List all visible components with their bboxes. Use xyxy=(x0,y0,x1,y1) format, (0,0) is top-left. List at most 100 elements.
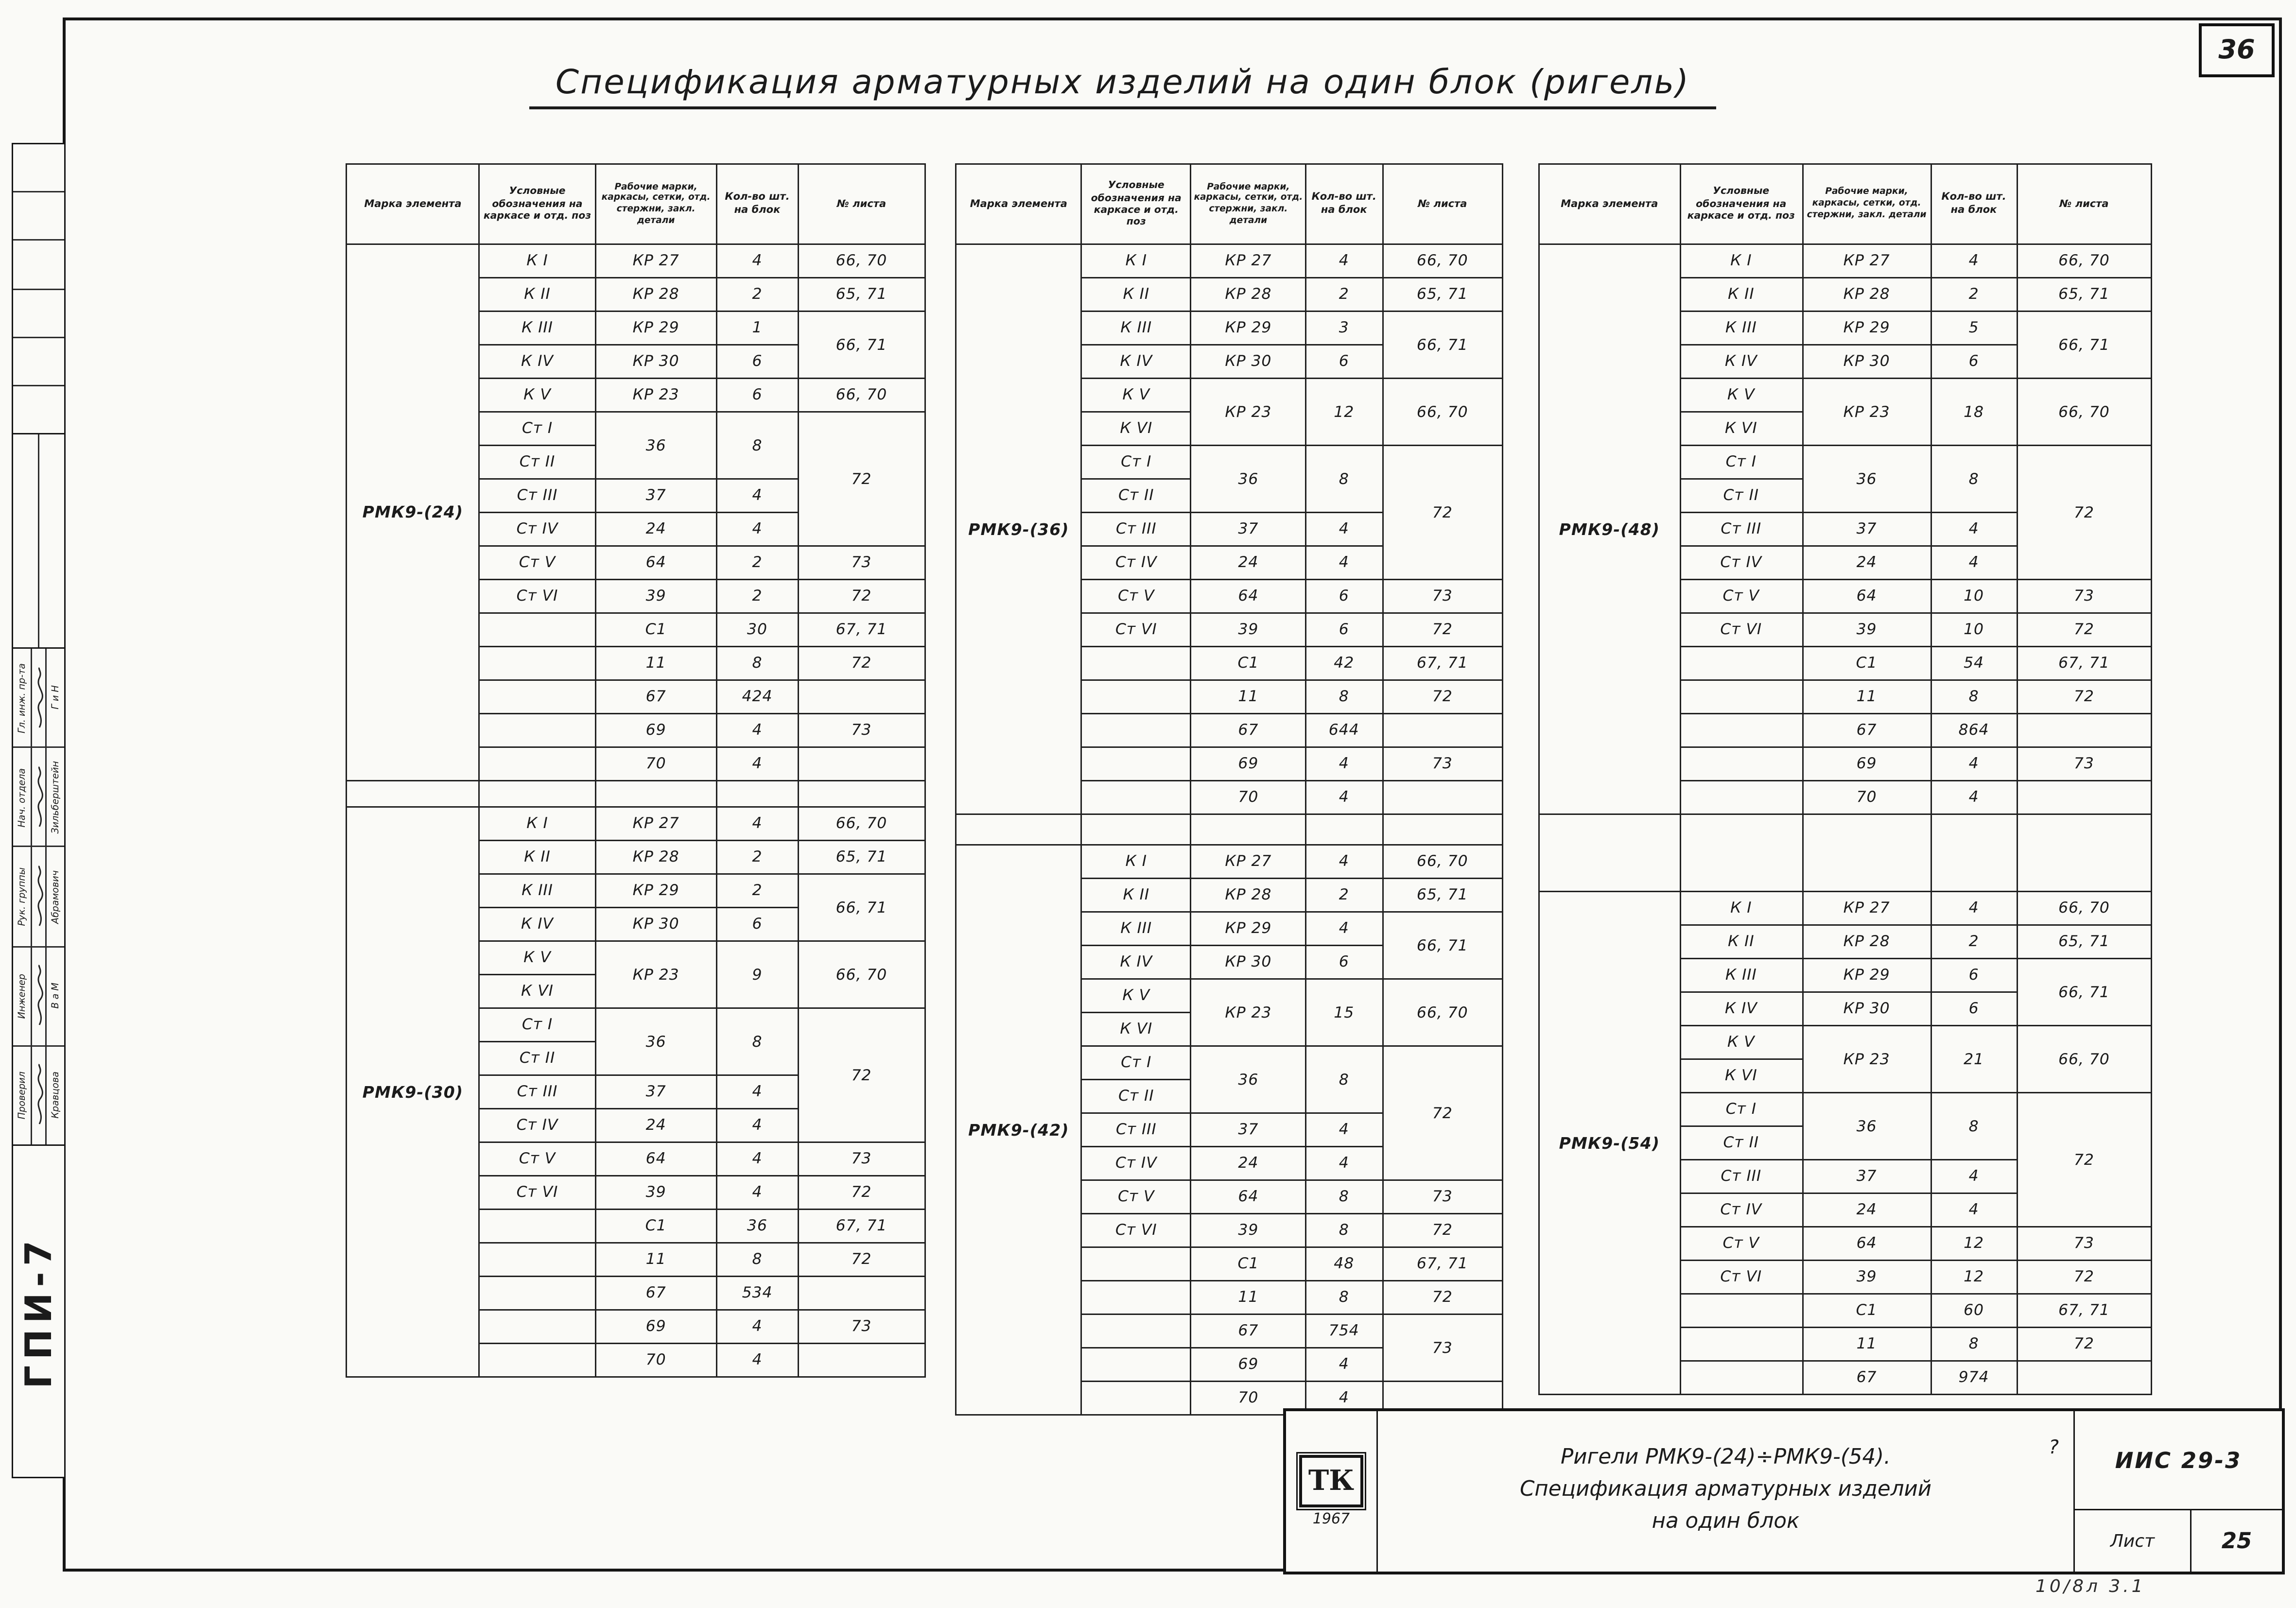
spec-cell xyxy=(1381,713,1503,748)
spec-cell: 36 xyxy=(594,411,718,480)
spec-cell: 66, 70 xyxy=(2016,243,2153,278)
stamp-grid-top xyxy=(13,144,64,434)
column-header: Рабочие марки, каркасы, сетки, отд. стер… xyxy=(1801,163,1932,245)
spec-cell: С1 xyxy=(1190,646,1306,681)
spec-cell xyxy=(1080,1280,1192,1315)
spec-cell: 4 xyxy=(1305,746,1383,781)
spec-cell: 11 xyxy=(1190,1280,1306,1315)
spec-cell: 4 xyxy=(716,243,799,278)
spec-cell: 48 xyxy=(1305,1246,1383,1281)
spec-cell: К I xyxy=(1679,891,1803,926)
element-mark-cell: РМК9-(54) xyxy=(1538,891,1681,1395)
spec-cell: 66, 70 xyxy=(797,806,926,841)
spec-cell: Ст IV xyxy=(1080,545,1192,580)
spec-cell: 66, 70 xyxy=(1381,844,1503,879)
spec-cell: К III xyxy=(1679,311,1803,346)
signature-cell xyxy=(32,649,45,748)
spec-cell: 8 xyxy=(1930,1092,2018,1160)
page-title-text: Спецификация арматурных изделий на один … xyxy=(529,64,1717,109)
spec-cell: Ст V xyxy=(1679,1226,1803,1261)
spec-cell: Ст IV xyxy=(1679,1193,1803,1228)
spec-cell: 4 xyxy=(716,1343,799,1378)
spec-cell xyxy=(478,713,596,748)
spec-cell: К V xyxy=(1080,978,1192,1013)
spec-cell: 64 xyxy=(594,545,718,580)
spec-cell: КР 27 xyxy=(594,806,718,841)
spec-cell: КР 30 xyxy=(1190,945,1306,980)
spec-cell: Ст IV xyxy=(1679,545,1803,580)
doc-number-cell: ИИС 29-3 Лист 25 xyxy=(2073,1411,2282,1572)
spec-cell: КР 28 xyxy=(594,277,718,312)
title-block: ТК 1967 Ригели РМК9-(24)÷РМК9-(54). Спец… xyxy=(1283,1408,2285,1574)
spec-cell: 6 xyxy=(1305,945,1383,980)
spec-cell: 66, 70 xyxy=(1381,243,1503,278)
column-header: Рабочие марки, каркасы, сетки, отд. стер… xyxy=(594,163,718,245)
stamp-grid-row xyxy=(13,338,64,386)
spacer-cell xyxy=(1190,813,1306,846)
role-cell: Гл. инж. пр-та xyxy=(13,649,31,748)
spec-cell: 65, 71 xyxy=(2016,277,2153,312)
spec-cell: 8 xyxy=(716,1007,799,1076)
spec-cell: 24 xyxy=(594,1108,718,1143)
spec-cell: 8 xyxy=(716,411,799,480)
spec-cell: К II xyxy=(1080,277,1192,312)
spec-cell: К IV xyxy=(478,907,596,942)
signature-block: Гл. инж. пр-та Нач. отдела Рук. группы И… xyxy=(13,649,64,1146)
spec-cell: 37 xyxy=(1190,512,1306,547)
spec-cell: 73 xyxy=(797,713,926,748)
spec-cell: 6 xyxy=(1305,344,1383,379)
signatures-column xyxy=(32,649,47,1144)
spacer-cell xyxy=(716,780,799,808)
spec-cell xyxy=(1679,679,1803,714)
doc-number: ИИС 29-3 xyxy=(2115,1447,2242,1473)
column-header: Кол-во шт. на блок xyxy=(1305,163,1383,245)
spec-cell: 73 xyxy=(2016,746,2153,781)
spec-cell: Ст I xyxy=(1080,445,1192,480)
spec-cell: 66, 70 xyxy=(1381,978,1503,1047)
spec-cell: 72 xyxy=(797,646,926,681)
spec-cell: 2 xyxy=(716,545,799,580)
spec-cell: 11 xyxy=(1190,679,1306,714)
spec-cell: 3 xyxy=(1305,311,1383,346)
spec-cell: К V xyxy=(1679,1025,1803,1060)
spec-cell xyxy=(1080,780,1192,815)
spec-cell: КР 29 xyxy=(1190,311,1306,346)
drawing-title-line-2: Спецификация арматурных изделий xyxy=(1519,1478,1932,1502)
spec-cell: 67, 71 xyxy=(2016,646,2153,681)
spec-cell: К III xyxy=(478,873,596,908)
spec-cell: 70 xyxy=(1801,780,1932,815)
spec-cell xyxy=(1080,713,1192,748)
signature-mark xyxy=(36,965,43,1026)
spec-cell: 8 xyxy=(1930,445,2018,513)
spec-cell: КР 23 xyxy=(594,940,718,1009)
spec-cell: 4 xyxy=(1930,243,2018,278)
spec-cell: 974 xyxy=(1930,1360,2018,1395)
sheet-number-badge: 36 xyxy=(2199,23,2275,77)
spec-cell xyxy=(1080,1314,1192,1349)
spec-cell: Ст VI xyxy=(1679,612,1803,647)
spec-cell: 72 xyxy=(2016,679,2153,714)
spec-cell: 4 xyxy=(716,512,799,547)
element-mark-cell: РМК9-(30) xyxy=(345,806,480,1378)
stamp-grid-cell xyxy=(39,434,64,647)
spec-cell: 11 xyxy=(594,1242,718,1277)
spec-cell: 65, 71 xyxy=(1381,277,1503,312)
spec-cell: 36 xyxy=(1801,445,1932,513)
spec-cell: 4 xyxy=(1930,1159,2018,1194)
spec-cell: КР 27 xyxy=(1190,243,1306,278)
spec-cell: 39 xyxy=(594,579,718,614)
spec-cell: 39 xyxy=(1801,1260,1932,1295)
spec-cell xyxy=(797,746,926,781)
spec-cell: 72 xyxy=(2016,1260,2153,1295)
spec-cell: 4 xyxy=(1930,512,2018,547)
spacer-cell xyxy=(345,780,480,808)
spec-cell: 37 xyxy=(1801,512,1932,547)
stamp-grid-row xyxy=(13,241,64,290)
spec-cell: 12 xyxy=(1305,378,1383,446)
spec-cell: 10 xyxy=(1930,579,2018,614)
spec-cell: 72 xyxy=(797,1007,926,1143)
spec-cell xyxy=(2016,713,2153,748)
spec-cell: 73 xyxy=(797,1309,926,1344)
element-mark-cell: РМК9-(36) xyxy=(955,243,1082,815)
spec-cell: 72 xyxy=(797,1175,926,1210)
